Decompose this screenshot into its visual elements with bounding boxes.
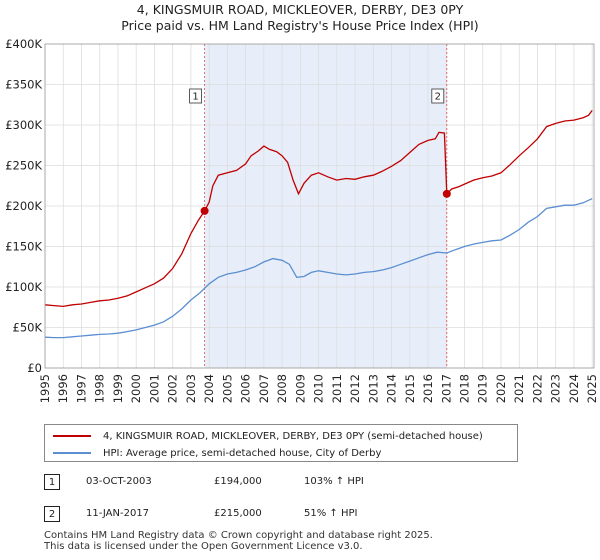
event-box-label: 1 [192,92,198,103]
footer-attribution: Contains HM Land Registry data © Crown c… [44,530,433,552]
y-tick-label: £350K [5,78,42,92]
x-tick-label: 1998 [93,374,107,403]
event-box [189,88,202,104]
legend-label-property: 4, KINGSMUIR ROAD, MICKLEOVER, DERBY, DE… [103,430,483,442]
x-tick-label: 2010 [312,374,326,403]
event-price: £194,000 [214,476,262,487]
y-tick-label: £150K [5,240,42,254]
x-tick-label: 2025 [585,374,599,403]
x-tick-label: 2020 [494,374,508,403]
x-tick-label: 2002 [166,374,180,403]
x-tick-label: 2005 [220,374,234,403]
x-tick-label: 2024 [567,374,581,403]
legend: 4, KINGSMUIR ROAD, MICKLEOVER, DERBY, DE… [44,424,518,462]
event-box-label: 2 [435,92,441,103]
event-hpi-change: 103% ↑ HPI [304,476,364,487]
legend-swatch-property [53,435,91,437]
event-hpi-change: 51% ↑ HPI [304,508,358,519]
event-price: £215,000 [214,508,262,519]
x-tick-label: 1999 [111,374,125,403]
y-tick-label: £400K [5,37,42,51]
y-tick-label: £250K [5,159,42,173]
event-badge: 2 [44,506,60,522]
x-tick-label: 2000 [129,374,143,403]
x-tick-label: 2011 [330,374,344,403]
x-tick-label: 2015 [403,374,417,403]
event-row: 2 11-JAN-2017 £215,000 51% ↑ HPI [44,506,584,524]
x-tick-label: 2012 [348,374,362,403]
x-tick-label: 2003 [184,374,198,403]
x-tick-label: 2019 [476,374,490,403]
chart-title-line2: Price paid vs. HM Land Registry's House … [121,18,479,33]
x-tick-label: 2016 [421,374,435,403]
footer-line1: Contains HM Land Registry data © Crown c… [44,530,433,541]
y-tick-label: £200K [5,199,42,213]
x-tick-label: 1995 [38,374,52,403]
x-tick-label: 1997 [74,374,88,403]
x-tick-label: 2014 [385,374,399,403]
event-dot [442,189,451,198]
hpi-series-line [44,198,593,339]
event-date: 03-OCT-2003 [86,476,152,487]
legend-swatch-hpi [53,452,91,454]
price-chart: £0 £50K £100K £150K £200K £250K £300K £350K £400… [5,37,599,403]
footer-line2: This data is licensed under the Open Gov… [44,541,363,552]
legend-item-hpi: HPI: Average price, semi-detached house,… [53,446,381,460]
x-tick-label: 2022 [530,374,544,403]
legend-label-hpi: HPI: Average price, semi-detached house,… [103,447,382,459]
x-tick-label: 2004 [202,374,216,403]
event-box [431,88,445,104]
event-badge: 1 [44,474,60,490]
plot-frame [44,43,595,369]
x-tick-label: 2023 [549,374,563,403]
x-tick-label: 2018 [458,374,472,403]
gridlines [44,43,594,369]
y-tick-label: £0 [27,361,42,375]
x-tick-label: 2009 [293,374,307,403]
y-tick-label: £100K [5,280,42,294]
x-tick-label: 2017 [439,374,453,403]
event-dot [200,206,209,215]
chart-title: 4, KINGSMUIR ROAD, MICKLEOVER, DERBY, DE… [0,2,600,34]
property-series-line [44,110,593,308]
y-axis-ticks: £0 £50K £100K £150K £200K £250K £300K £350K £400… [5,37,42,375]
x-tick-label: 1996 [56,374,70,403]
event-date: 11-JAN-2017 [86,508,150,519]
chart-title-line1: 4, KINGSMUIR ROAD, MICKLEOVER, DERBY, DE… [136,2,464,17]
x-tick-label: 2007 [257,374,271,403]
x-tick-label: 2013 [366,374,380,403]
y-tick-label: £300K [5,118,42,132]
x-tick-label: 2008 [275,374,289,403]
x-tick-label: 2001 [147,374,161,403]
x-tick-label: 2006 [239,374,253,403]
y-tick-label: £50K [13,321,43,335]
event-row: 1 03-OCT-2003 £194,000 103% ↑ HPI [44,474,584,492]
x-tick-label: 2021 [512,374,526,403]
legend-item-property: 4, KINGSMUIR ROAD, MICKLEOVER, DERBY, DE… [53,429,483,443]
x-axis-ticks: 1995 1996 1997 1998 1999 2000 2001 2002 2003 2004… [38,374,599,403]
